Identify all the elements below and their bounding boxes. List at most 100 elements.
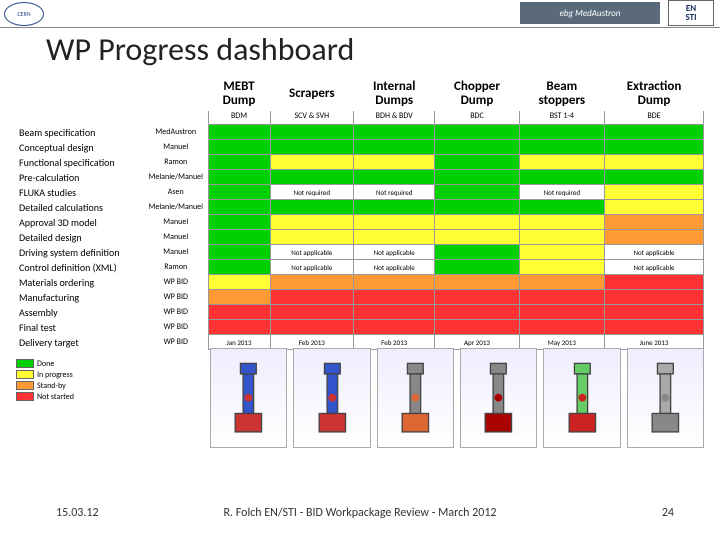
status-cell [435,170,519,185]
model-icon [306,356,359,439]
status-cell [435,125,519,140]
status-cell [208,185,270,200]
model-icon [222,356,275,439]
header-bar: CERN ebg MedAustron EN STI [0,0,720,28]
status-cell [605,140,704,155]
status-cell: Not applicable [354,260,435,275]
status-cell [519,155,604,170]
status-cell [270,305,354,320]
status-cell [208,230,270,245]
status-cell [354,155,435,170]
table-row: Functional specificationRamon [16,155,704,170]
col-head-3: ChopperDump [435,78,519,111]
legend-label: In progress [37,370,73,380]
status-cell [354,170,435,185]
status-cell [354,290,435,305]
table-row: Pre-calculationMelanie/Manuel [16,170,704,185]
ensti-logo: EN STI [668,0,714,26]
status-cell [270,275,354,290]
status-cell [519,125,604,140]
row-person: WP BID [144,305,208,320]
status-cell [519,260,604,275]
row-person: Asen [144,185,208,200]
table-row: Detailed designManuel [16,230,704,245]
status-cell [435,155,519,170]
status-cell [208,140,270,155]
status-cell [519,230,604,245]
status-cell [605,230,704,245]
status-cell [208,275,270,290]
status-cell [208,200,270,215]
status-cell [519,200,604,215]
table-row: Final testWP BID [16,320,704,335]
status-cell [519,140,604,155]
row-label: Assembly [16,305,144,320]
status-cell [208,155,270,170]
status-cell [270,200,354,215]
status-cell [208,320,270,335]
model-icon [472,356,525,439]
col-sub-1: SCV & SVH [270,111,354,125]
col-head-4: Beamstoppers [519,78,604,111]
status-cell [208,215,270,230]
table-row: Materials orderingWP BID [16,275,704,290]
row-person: Manuel [144,230,208,245]
status-cell [270,170,354,185]
status-cell [435,260,519,275]
status-cell [519,320,604,335]
status-cell [208,170,270,185]
row-label: Approval 3D model [16,215,144,230]
status-cell [435,305,519,320]
status-cell [270,230,354,245]
row-label: Control definition (XML) [16,260,144,275]
status-cell [354,125,435,140]
table-row: Approval 3D modelManuel [16,215,704,230]
status-cell [605,275,704,290]
col-sub-5: BDE [605,111,704,125]
progress-table: MEBTDumpScrapersInternalDumpsChopperDump… [16,78,704,350]
table-row: Detailed calculationsMelanie/Manuel [16,200,704,215]
row-person: WP BID [144,290,208,305]
status-cell: Not required [270,185,354,200]
table-row: AssemblyWP BID [16,305,704,320]
row-label: Detailed calculations [16,200,144,215]
legend-item: In progress [16,369,74,380]
status-cell [519,290,604,305]
col-head-5: ExtractionDump [605,78,704,111]
model-thumb-5 [627,348,704,448]
model-thumb-1 [293,348,370,448]
col-sub-0: BDM [208,111,270,125]
status-cell [208,305,270,320]
row-person: WP BID [144,275,208,290]
model-thumb-4 [543,348,620,448]
page-title: WP Progress dashboard [46,30,354,69]
col-head-0: MEBTDump [208,78,270,111]
status-cell [605,155,704,170]
status-cell [354,140,435,155]
row-label: Conceptual design [16,140,144,155]
row-person: MedAustron [144,125,208,140]
legend-label: Done [37,359,54,369]
status-cell [270,215,354,230]
model-icon [556,356,609,439]
status-cell [605,320,704,335]
status-cell [354,215,435,230]
row-person: WP BID [144,335,208,350]
status-cell [605,185,704,200]
status-cell [435,230,519,245]
legend-item: Done [16,358,74,369]
row-label: FLUKA studies [16,185,144,200]
dashboard-table-wrap: MEBTDumpScrapersInternalDumpsChopperDump… [16,78,704,350]
row-label: Manufacturing [16,290,144,305]
status-cell [270,290,354,305]
status-cell: Not applicable [270,260,354,275]
col-sub-3: BDC [435,111,519,125]
table-row: Conceptual designManuel [16,140,704,155]
col-head-1: Scrapers [270,78,354,111]
status-cell [605,170,704,185]
row-person: WP BID [144,320,208,335]
row-person: Melanie/Manuel [144,170,208,185]
status-cell [519,305,604,320]
status-cell: Not required [519,185,604,200]
model-icon [639,356,692,439]
